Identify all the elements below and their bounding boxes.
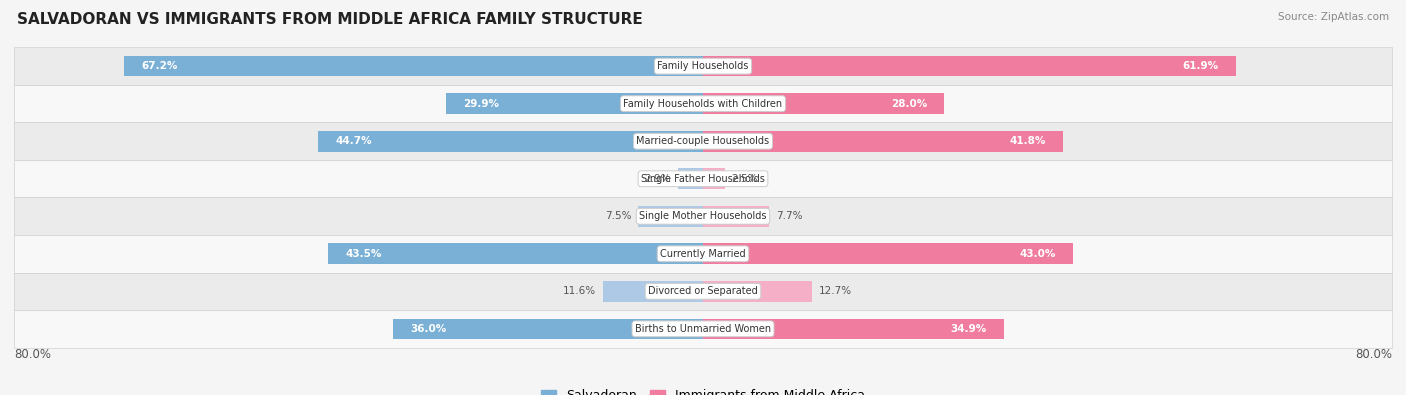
Bar bbox=[703, 93, 945, 114]
Text: 2.9%: 2.9% bbox=[644, 174, 671, 184]
Text: 67.2%: 67.2% bbox=[142, 61, 179, 71]
Bar bbox=[14, 47, 1392, 85]
Text: 34.9%: 34.9% bbox=[950, 324, 987, 334]
Bar bbox=[329, 243, 703, 264]
Text: Family Households with Children: Family Households with Children bbox=[623, 99, 783, 109]
Bar bbox=[14, 160, 1392, 198]
Bar bbox=[14, 235, 1392, 273]
Bar bbox=[318, 131, 703, 152]
Bar bbox=[14, 122, 1392, 160]
Bar bbox=[703, 168, 724, 189]
Text: Divorced or Separated: Divorced or Separated bbox=[648, 286, 758, 296]
Text: Single Father Households: Single Father Households bbox=[641, 174, 765, 184]
Bar bbox=[703, 131, 1063, 152]
Legend: Salvadoran, Immigrants from Middle Africa: Salvadoran, Immigrants from Middle Afric… bbox=[536, 384, 870, 395]
Text: 41.8%: 41.8% bbox=[1010, 136, 1046, 146]
Text: 11.6%: 11.6% bbox=[562, 286, 596, 296]
Text: Births to Unmarried Women: Births to Unmarried Women bbox=[636, 324, 770, 334]
Text: Married-couple Households: Married-couple Households bbox=[637, 136, 769, 146]
Bar bbox=[703, 56, 1236, 77]
Bar bbox=[678, 168, 703, 189]
Text: Source: ZipAtlas.com: Source: ZipAtlas.com bbox=[1278, 12, 1389, 22]
Bar bbox=[124, 56, 703, 77]
Text: Family Households: Family Households bbox=[658, 61, 748, 71]
Text: 61.9%: 61.9% bbox=[1182, 61, 1219, 71]
Text: 2.5%: 2.5% bbox=[731, 174, 758, 184]
Text: SALVADORAN VS IMMIGRANTS FROM MIDDLE AFRICA FAMILY STRUCTURE: SALVADORAN VS IMMIGRANTS FROM MIDDLE AFR… bbox=[17, 12, 643, 27]
Bar bbox=[14, 273, 1392, 310]
Bar bbox=[446, 93, 703, 114]
Text: Single Mother Households: Single Mother Households bbox=[640, 211, 766, 221]
Text: Currently Married: Currently Married bbox=[661, 249, 745, 259]
Text: 43.5%: 43.5% bbox=[346, 249, 382, 259]
Bar bbox=[14, 85, 1392, 122]
Bar bbox=[392, 318, 703, 339]
Bar bbox=[703, 318, 1004, 339]
Text: 28.0%: 28.0% bbox=[890, 99, 927, 109]
Text: 43.0%: 43.0% bbox=[1019, 249, 1056, 259]
Bar bbox=[703, 206, 769, 227]
Text: 7.7%: 7.7% bbox=[776, 211, 803, 221]
Bar bbox=[703, 243, 1073, 264]
Text: 44.7%: 44.7% bbox=[335, 136, 373, 146]
Text: 7.5%: 7.5% bbox=[605, 211, 631, 221]
Text: 29.9%: 29.9% bbox=[463, 99, 499, 109]
Text: 80.0%: 80.0% bbox=[1355, 348, 1392, 361]
Text: 12.7%: 12.7% bbox=[820, 286, 852, 296]
Bar bbox=[14, 310, 1392, 348]
Bar bbox=[703, 281, 813, 302]
Bar bbox=[14, 198, 1392, 235]
Bar bbox=[638, 206, 703, 227]
Text: 36.0%: 36.0% bbox=[411, 324, 447, 334]
Text: 80.0%: 80.0% bbox=[14, 348, 51, 361]
Bar bbox=[603, 281, 703, 302]
